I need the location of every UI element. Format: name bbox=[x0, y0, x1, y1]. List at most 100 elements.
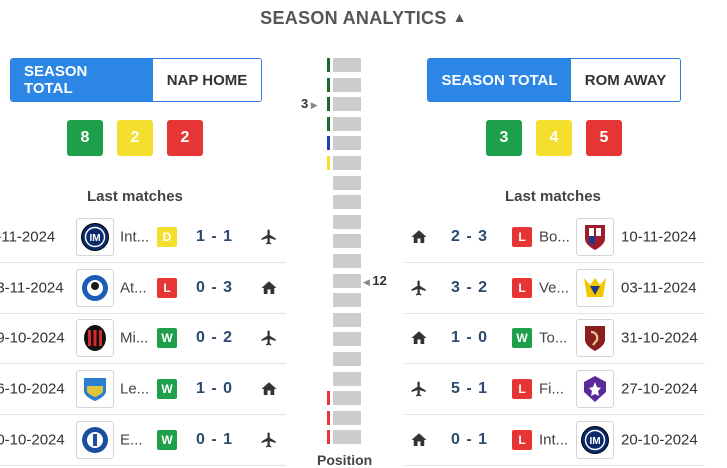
tab-team-home[interactable]: NAP HOME bbox=[153, 59, 261, 101]
match-row[interactable]: 27-10-2024 Fi... L 5 - 1 bbox=[405, 364, 705, 416]
inter-logo: IM bbox=[576, 421, 614, 460]
tab-season-total-home[interactable]: SEASON TOTAL bbox=[11, 59, 153, 101]
opponent-name[interactable]: At... bbox=[120, 279, 147, 297]
opponent-name[interactable]: E... bbox=[120, 431, 143, 449]
position-slot bbox=[333, 410, 361, 425]
opponent-name[interactable]: Ve... bbox=[539, 279, 570, 297]
position-slot bbox=[333, 77, 361, 92]
match-date: 0-11-2024 bbox=[0, 228, 56, 246]
opponent-name[interactable]: Bo... bbox=[539, 228, 570, 246]
result-badge: L bbox=[512, 430, 532, 451]
tab-team-away[interactable]: ROM AWAY bbox=[571, 59, 680, 101]
match-score: 2 - 3 bbox=[451, 227, 489, 245]
zone-marker bbox=[327, 97, 330, 112]
plane-icon bbox=[260, 431, 278, 449]
bologna-logo bbox=[576, 217, 614, 256]
home-rank-pointer: 3 ▶ bbox=[301, 96, 318, 111]
chevron-up-icon[interactable]: ▲ bbox=[452, 9, 467, 25]
match-score: 0 - 1 bbox=[451, 431, 489, 449]
match-score: 5 - 1 bbox=[451, 380, 489, 398]
empoli-logo bbox=[76, 421, 114, 460]
opponent-name[interactable]: To... bbox=[539, 329, 568, 347]
zone-marker bbox=[327, 116, 330, 131]
opponent-name[interactable]: Int... bbox=[539, 431, 569, 449]
result-badge: L bbox=[512, 277, 532, 298]
match-score: 3 - 2 bbox=[451, 278, 489, 296]
result-badge: W bbox=[512, 328, 532, 349]
position-slot bbox=[333, 116, 361, 131]
match-date: 31-10-2024 bbox=[621, 329, 698, 347]
match-date: 10-11-2024 bbox=[621, 228, 697, 246]
section-title: SEASON ANALYTICS bbox=[260, 8, 447, 28]
zone-marker bbox=[327, 391, 330, 406]
zone-marker bbox=[327, 410, 330, 425]
away-rank-value: 12 bbox=[372, 272, 387, 288]
away-rank-pointer: ◀ 12 bbox=[363, 273, 387, 288]
position-slot bbox=[333, 156, 361, 170]
home-icon bbox=[410, 228, 428, 246]
position-label: Position bbox=[317, 452, 373, 468]
match-score: 1 - 1 bbox=[196, 227, 234, 245]
match-row[interactable]: 20-10-2024 E... W 0 - 1 bbox=[0, 415, 286, 466]
match-date: 20-10-2024 bbox=[621, 431, 698, 449]
pointer-right-icon: ▶ bbox=[308, 100, 318, 111]
result-badge: L bbox=[512, 379, 532, 400]
losses-count-badge: 5 bbox=[586, 120, 622, 156]
result-badge: W bbox=[157, 379, 177, 400]
svg-text:IM: IM bbox=[89, 233, 100, 244]
position-slot bbox=[333, 273, 361, 288]
position-slot bbox=[333, 234, 361, 249]
home-icon bbox=[410, 329, 428, 347]
fiorentina-logo bbox=[576, 370, 614, 409]
opponent-name[interactable]: Le... bbox=[120, 380, 150, 398]
inter-logo: IM bbox=[76, 217, 114, 256]
position-slot bbox=[333, 312, 361, 327]
opponent-name[interactable]: Mi... bbox=[120, 329, 149, 347]
wins-count-badge: 3 bbox=[486, 120, 522, 156]
match-date: 20-10-2024 bbox=[0, 431, 65, 449]
match-score: 1 - 0 bbox=[451, 329, 489, 347]
home-icon bbox=[260, 279, 278, 297]
home-filter-toggle[interactable]: SEASON TOTAL NAP HOME bbox=[10, 58, 262, 102]
position-slot bbox=[333, 371, 361, 386]
verona-logo bbox=[576, 268, 614, 307]
plane-icon bbox=[260, 228, 278, 246]
match-date: 03-11-2024 bbox=[0, 279, 64, 297]
match-row[interactable]: 03-11-2024 At... L 0 - 3 bbox=[0, 263, 286, 314]
match-row[interactable]: 31-10-2024 To... W 1 - 0 bbox=[405, 314, 705, 365]
home-icon bbox=[260, 380, 278, 398]
last-matches-heading: Last matches bbox=[87, 188, 183, 205]
last-matches-heading: Last matches bbox=[505, 188, 601, 205]
match-score: 0 - 2 bbox=[196, 329, 234, 347]
position-slot bbox=[333, 97, 361, 112]
tab-season-total-away[interactable]: SEASON TOTAL bbox=[428, 59, 571, 101]
section-header[interactable]: SEASON ANALYTICS ▲ bbox=[0, 8, 727, 29]
match-date: 03-11-2024 bbox=[621, 279, 697, 297]
match-row[interactable]: 26-10-2024 Le... W 1 - 0 bbox=[0, 364, 286, 416]
opponent-name[interactable]: Int... bbox=[120, 228, 150, 246]
match-row[interactable]: 0-11-2024 IM Int... D 1 - 1 bbox=[0, 212, 286, 263]
zone-marker bbox=[327, 77, 330, 92]
home-form-summary: 8 2 2 bbox=[67, 120, 203, 156]
match-row[interactable]: 20-10-2024 IM Int... L 0 - 1 bbox=[405, 415, 705, 466]
pointer-left-icon: ◀ bbox=[363, 276, 373, 287]
zone-marker bbox=[327, 58, 330, 72]
match-row[interactable]: 10-11-2024 Bo... L 2 - 3 bbox=[405, 212, 705, 263]
result-badge: L bbox=[157, 277, 177, 298]
position-slot bbox=[333, 391, 361, 406]
match-date: 26-10-2024 bbox=[0, 380, 65, 398]
plane-icon bbox=[260, 329, 278, 347]
position-slot bbox=[333, 136, 361, 151]
result-badge: W bbox=[157, 328, 177, 349]
home-rank-value: 3 bbox=[301, 96, 309, 112]
torino-logo bbox=[576, 319, 614, 358]
plane-icon bbox=[410, 279, 428, 297]
match-score: 0 - 3 bbox=[196, 278, 234, 296]
result-badge: W bbox=[157, 430, 177, 451]
away-filter-toggle[interactable]: SEASON TOTAL ROM AWAY bbox=[427, 58, 681, 102]
result-badge: L bbox=[512, 226, 532, 247]
match-row[interactable]: 03-11-2024 Ve... L 3 - 2 bbox=[405, 263, 705, 314]
opponent-name[interactable]: Fi... bbox=[539, 380, 564, 398]
position-slot bbox=[333, 254, 361, 268]
match-row[interactable]: 29-10-2024 Mi... W 0 - 2 bbox=[0, 314, 286, 365]
